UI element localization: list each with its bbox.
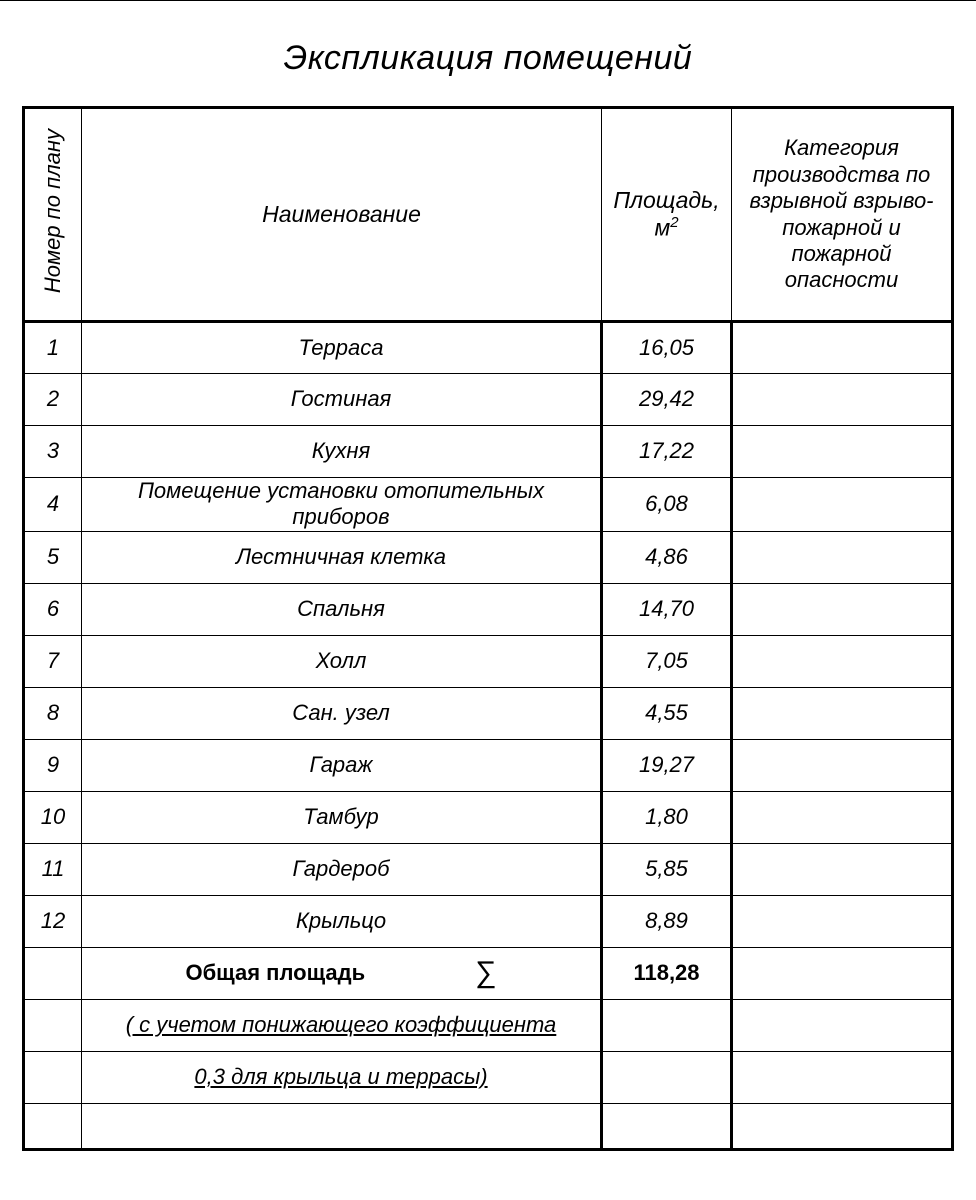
table-body: 1Терраса16,052Гостиная29,423Кухня17,224П…: [24, 322, 953, 1150]
cell-area: 8,89: [602, 895, 732, 947]
total-row: Общая площадь ∑ 118,28: [24, 947, 953, 999]
cell-area: 7,05: [602, 635, 732, 687]
table-row: 1Терраса16,05: [24, 322, 953, 374]
col-header-category: Категория производства по взрывной взрыв…: [732, 108, 953, 322]
cell-number: 2: [24, 374, 82, 426]
table-row: 5Лестничная клетка4,86: [24, 531, 953, 583]
empty-row: [24, 1103, 953, 1149]
cell-category: [732, 895, 953, 947]
col-header-name: Наименование: [82, 108, 602, 322]
cell-name: Холл: [82, 635, 602, 687]
cell-area: 1,80: [602, 791, 732, 843]
total-label-cell: Общая площадь ∑: [82, 947, 602, 999]
table-row: 9Гараж19,27: [24, 739, 953, 791]
cell-number: 1: [24, 322, 82, 374]
cell-number: 12: [24, 895, 82, 947]
cell-category: [732, 426, 953, 478]
cell-number: [24, 947, 82, 999]
cell-name: Лестничная клетка: [82, 531, 602, 583]
document-page: Экспликация помещений Номер по плану Наи…: [0, 0, 976, 1200]
cell-number: 3: [24, 426, 82, 478]
table-row: 6Спальня14,70: [24, 583, 953, 635]
cell-name: Помещение установки отопительных приборо…: [82, 478, 602, 532]
cell-name: Спальня: [82, 583, 602, 635]
cell-category: [732, 583, 953, 635]
page-title: Экспликация помещений: [22, 39, 954, 78]
cell-area: [602, 999, 732, 1051]
cell-number: 5: [24, 531, 82, 583]
cell-category: [732, 1103, 953, 1149]
cell-category: [732, 947, 953, 999]
total-value: 118,28: [602, 947, 732, 999]
cell-category: [732, 791, 953, 843]
cell-number: 10: [24, 791, 82, 843]
cell-area: 5,85: [602, 843, 732, 895]
area-unit: м: [654, 215, 670, 241]
table-row: 10Тамбур1,80: [24, 791, 953, 843]
cell-number: [24, 1051, 82, 1103]
cell-category: [732, 843, 953, 895]
cell-area: 29,42: [602, 374, 732, 426]
cell-number: 11: [24, 843, 82, 895]
cell-category: [732, 999, 953, 1051]
cell-area: 14,70: [602, 583, 732, 635]
cell-number: [24, 1103, 82, 1149]
cell-area: [602, 1051, 732, 1103]
cell-number: 6: [24, 583, 82, 635]
total-label: Общая площадь: [185, 960, 365, 986]
col-header-number: Номер по плану: [24, 108, 82, 322]
cell-name: Терраса: [82, 322, 602, 374]
cell-area: 19,27: [602, 739, 732, 791]
cell-area: 4,55: [602, 687, 732, 739]
cell-area: [602, 1103, 732, 1149]
col-header-number-label: Номер по плану: [40, 129, 66, 293]
cell-area: 17,22: [602, 426, 732, 478]
table-row: 7Холл7,05: [24, 635, 953, 687]
cell-category: [732, 1051, 953, 1103]
col-header-area: Площадь, м2: [602, 108, 732, 322]
cell-category: [732, 322, 953, 374]
table-row: 11Гардероб5,85: [24, 843, 953, 895]
table-row: 3Кухня17,22: [24, 426, 953, 478]
cell-name: Крыльцо: [82, 895, 602, 947]
cell-name: Гараж: [82, 739, 602, 791]
cell-area: 16,05: [602, 322, 732, 374]
note-text: 0,3 для крыльца и террасы): [82, 1051, 602, 1103]
note-row: ( с учетом понижающего коэффициента: [24, 999, 953, 1051]
cell-name: Гостиная: [82, 374, 602, 426]
cell-number: 4: [24, 478, 82, 532]
explication-table: Номер по плану Наименование Площадь, м2 …: [22, 106, 954, 1151]
note-text: ( с учетом понижающего коэффициента: [82, 999, 602, 1051]
cell-number: 7: [24, 635, 82, 687]
table-row: 2Гостиная29,42: [24, 374, 953, 426]
area-exponent: 2: [670, 214, 678, 231]
cell-name: Гардероб: [82, 843, 602, 895]
cell-name: [82, 1103, 602, 1149]
cell-category: [732, 687, 953, 739]
cell-category: [732, 478, 953, 532]
cell-category: [732, 374, 953, 426]
cell-area: 4,86: [602, 531, 732, 583]
cell-name: Сан. узел: [82, 687, 602, 739]
note-row: 0,3 для крыльца и террасы): [24, 1051, 953, 1103]
cell-category: [732, 531, 953, 583]
table-row: 4Помещение установки отопительных прибор…: [24, 478, 953, 532]
area-label-line1: Площадь,: [613, 187, 719, 213]
cell-category: [732, 635, 953, 687]
cell-category: [732, 739, 953, 791]
table-header-row: Номер по плану Наименование Площадь, м2 …: [24, 108, 953, 322]
cell-area: 6,08: [602, 478, 732, 532]
table-row: 12Крыльцо8,89: [24, 895, 953, 947]
cell-number: 8: [24, 687, 82, 739]
sigma-icon: ∑: [475, 955, 496, 991]
cell-number: 9: [24, 739, 82, 791]
cell-name: Тамбур: [82, 791, 602, 843]
cell-number: [24, 999, 82, 1051]
table-row: 8Сан. узел4,55: [24, 687, 953, 739]
cell-name: Кухня: [82, 426, 602, 478]
